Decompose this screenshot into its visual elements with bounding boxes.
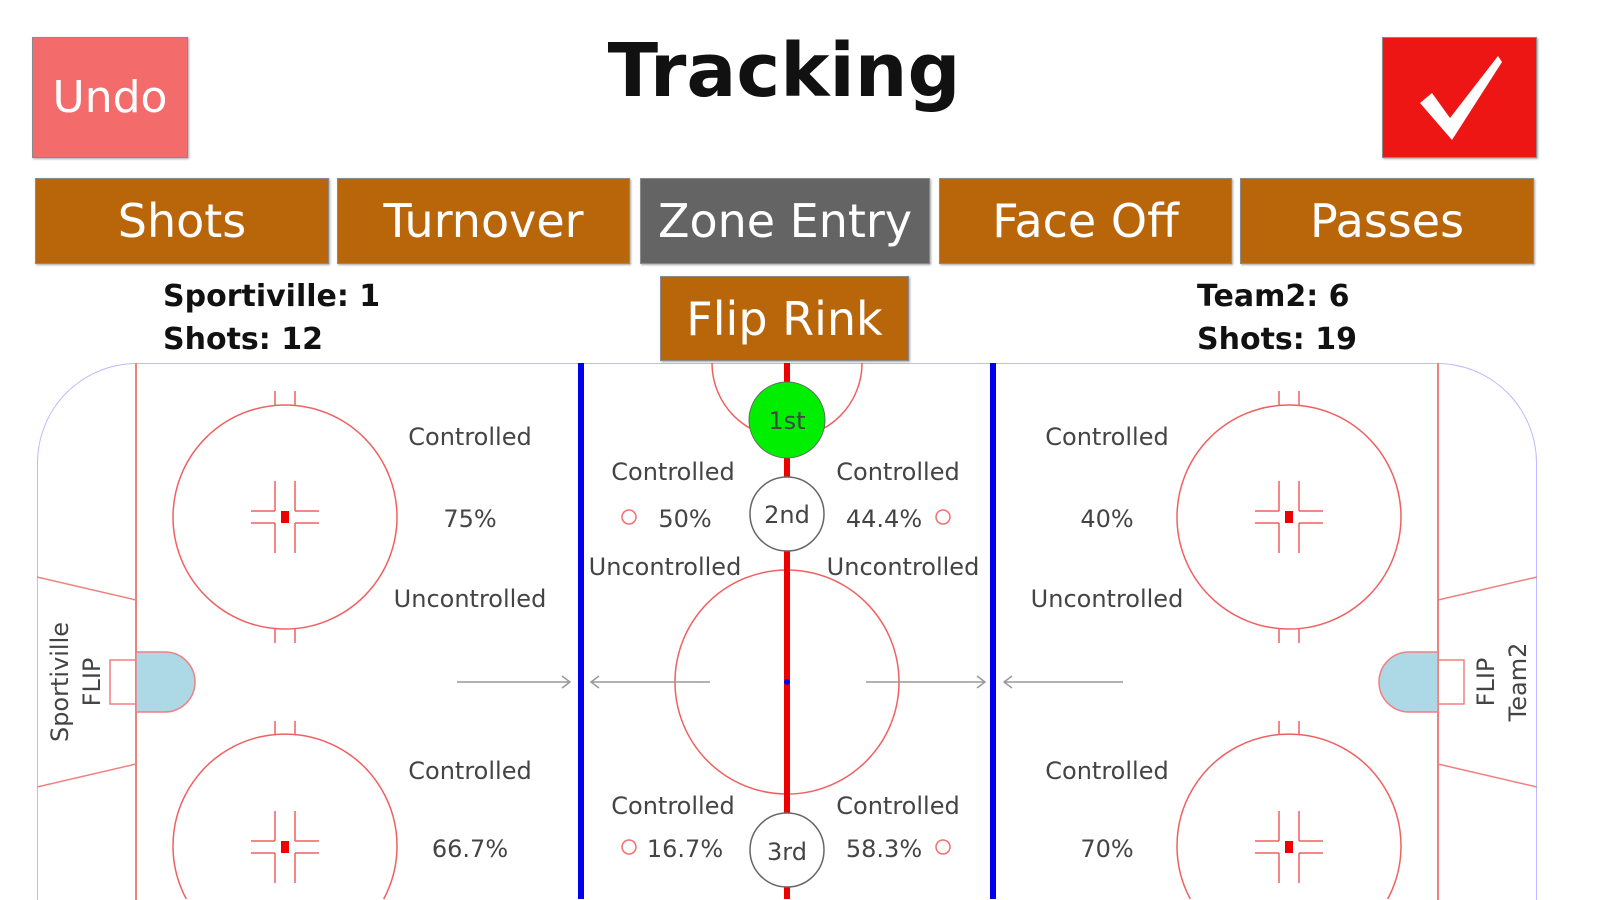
center-left-bottom-value: 16.7% [647, 835, 723, 863]
undo-button[interactable]: Undo [32, 37, 188, 158]
home-score: Sportiville: 1 Shots: 12 [163, 275, 380, 361]
right-top-controlled: Controlled [1045, 423, 1168, 451]
center-red-line [784, 363, 790, 899]
period-2nd-button[interactable]: 2nd [749, 476, 825, 552]
center-left-top-value: 50% [658, 505, 711, 533]
left-top-value: 75% [443, 505, 496, 533]
right-bottom-value: 70% [1080, 835, 1133, 863]
away-shots-line: Shots: 19 [1197, 322, 1357, 357]
page-title: Tracking [607, 28, 961, 114]
trapezoid-lines [37, 576, 1537, 788]
faceoff-dot [1285, 511, 1293, 523]
faceoff-circle-left-top[interactable] [172, 404, 398, 630]
period-1st-button[interactable]: 1st [748, 381, 826, 459]
confirm-button[interactable] [1382, 37, 1537, 158]
faceoff-dot [1285, 841, 1293, 853]
center-right-bottom-value: 58.3% [846, 835, 922, 863]
center-left-bottom-controlled: Controlled [611, 792, 734, 820]
left-bottom-value: 66.7% [432, 835, 508, 863]
period-1st-label: 1st [768, 407, 805, 435]
direction-arrows [457, 675, 1123, 689]
period-2nd-label: 2nd [764, 501, 810, 529]
away-side-flip[interactable]: FLIP [1472, 658, 1500, 707]
right-bottom-controlled: Controlled [1045, 757, 1168, 785]
tab-shots[interactable]: Shots [35, 178, 329, 264]
crease-left[interactable] [135, 651, 196, 713]
center-right-top-uncontrolled: Uncontrolled [827, 553, 980, 581]
left-top-controlled: Controlled [408, 423, 531, 451]
tab-face-off[interactable]: Face Off [939, 178, 1232, 264]
faceoff-circle-right-top[interactable] [1176, 404, 1402, 630]
center-left-top-controlled: Controlled [611, 458, 734, 486]
blue-line-right [990, 363, 996, 899]
faceoff-dot [281, 511, 289, 523]
left-bottom-controlled: Controlled [408, 757, 531, 785]
center-right-bottom-controlled: Controlled [836, 792, 959, 820]
tab-passes[interactable]: Passes [1240, 178, 1534, 264]
left-top-uncontrolled: Uncontrolled [394, 585, 547, 613]
center-right-top-value: 44.4% [846, 505, 922, 533]
faceoff-dot-markers [621, 509, 951, 855]
right-top-value: 40% [1080, 505, 1133, 533]
crease-right[interactable] [1378, 651, 1439, 713]
away-side-team: Team2 [1504, 643, 1532, 723]
tab-zone-entry[interactable]: Zone Entry [640, 178, 930, 264]
period-3rd-button[interactable]: 3rd [749, 812, 825, 888]
faceoff-circle-left-bottom[interactable] [172, 733, 398, 900]
flip-rink-button[interactable]: Flip Rink [660, 276, 909, 361]
home-shots-line: Shots: 12 [163, 322, 323, 357]
tab-turnover[interactable]: Turnover [337, 178, 630, 264]
home-side-flip[interactable]: FLIP [78, 658, 106, 707]
center-left-top-uncontrolled: Uncontrolled [589, 553, 742, 581]
center-right-top-controlled: Controlled [836, 458, 959, 486]
away-score-line: Team2: 6 [1197, 279, 1350, 314]
faceoff-circle-right-bottom[interactable] [1176, 733, 1402, 900]
center-dot [784, 679, 790, 685]
faceoff-dot [281, 841, 289, 853]
home-side-team: Sportiville [46, 622, 74, 742]
checkmark-icon [1419, 55, 1502, 140]
home-score-line: Sportiville: 1 [163, 279, 381, 314]
period-3rd-label: 3rd [767, 838, 807, 866]
right-top-uncontrolled: Uncontrolled [1031, 585, 1184, 613]
away-score: Team2: 6 Shots: 19 [1197, 275, 1357, 361]
blue-line-left [578, 363, 584, 899]
faceoff-hashmarks [251, 391, 1323, 883]
